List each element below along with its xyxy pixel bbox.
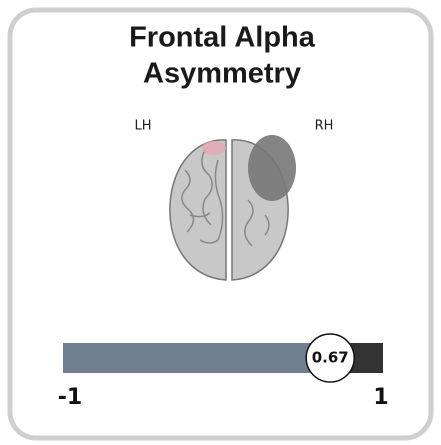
right-label: RH bbox=[315, 119, 334, 134]
widget: Frontal Alpha Asymmetry LH RH -1 1 0.67 bbox=[0, 0, 441, 445]
scale-fill bbox=[63, 343, 330, 373]
value-label: 0.67 bbox=[312, 349, 349, 367]
left-label: LH bbox=[134, 119, 151, 134]
max-label: 1 bbox=[373, 385, 388, 410]
page: Frontal Alpha Asymmetry LH RH -1 1 0.67 … bbox=[0, 0, 441, 445]
title-line: Asymmetry bbox=[143, 58, 301, 90]
title-line: Frontal Alpha bbox=[129, 22, 316, 54]
min-label: -1 bbox=[58, 385, 82, 410]
